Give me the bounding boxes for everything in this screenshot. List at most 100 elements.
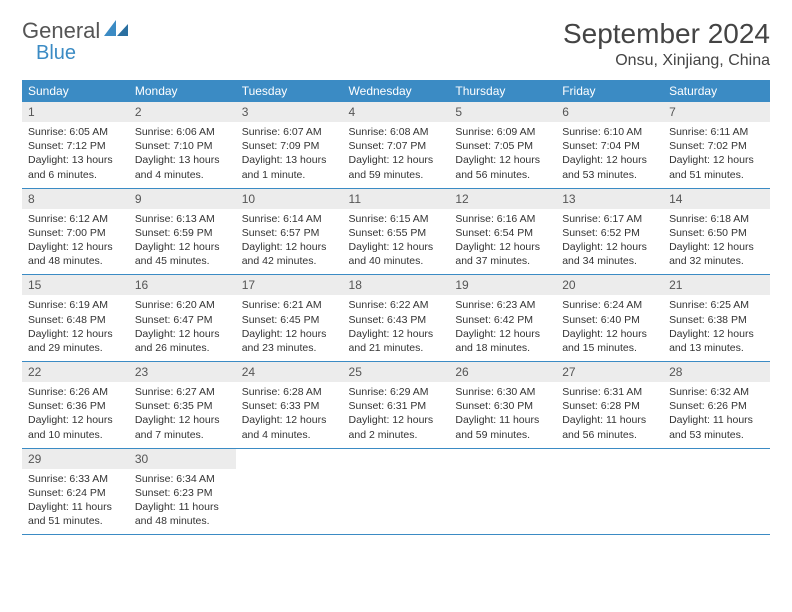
sunset-text: Sunset: 7:10 PM [135,139,230,153]
calendar-day-cell: 20Sunrise: 6:24 AMSunset: 6:40 PMDayligh… [556,275,663,362]
sunrise-text: Sunrise: 6:08 AM [349,125,444,139]
day-details: Sunrise: 6:34 AMSunset: 6:23 PMDaylight:… [129,469,236,535]
daylight-text: Daylight: 11 hours and 48 minutes. [135,500,230,528]
calendar-day-cell: 4Sunrise: 6:08 AMSunset: 7:07 PMDaylight… [343,102,450,188]
day-details: Sunrise: 6:31 AMSunset: 6:28 PMDaylight:… [556,382,663,448]
calendar-day-cell: 28Sunrise: 6:32 AMSunset: 6:26 PMDayligh… [663,362,770,449]
day-details: Sunrise: 6:22 AMSunset: 6:43 PMDaylight:… [343,295,450,361]
sunset-text: Sunset: 6:38 PM [669,313,764,327]
day-number: 20 [556,275,663,295]
calendar-day-cell: 12Sunrise: 6:16 AMSunset: 6:54 PMDayligh… [449,188,556,275]
calendar-day-cell: 17Sunrise: 6:21 AMSunset: 6:45 PMDayligh… [236,275,343,362]
logo: General [22,18,130,44]
sunset-text: Sunset: 6:23 PM [135,486,230,500]
day-number: 2 [129,102,236,122]
daylight-text: Daylight: 12 hours and 51 minutes. [669,153,764,181]
day-number: 15 [22,275,129,295]
calendar-day-cell: 5Sunrise: 6:09 AMSunset: 7:05 PMDaylight… [449,102,556,188]
day-details: Sunrise: 6:19 AMSunset: 6:48 PMDaylight:… [22,295,129,361]
daylight-text: Daylight: 12 hours and 40 minutes. [349,240,444,268]
day-number: 21 [663,275,770,295]
daylight-text: Daylight: 12 hours and 45 minutes. [135,240,230,268]
calendar-day-cell: 21Sunrise: 6:25 AMSunset: 6:38 PMDayligh… [663,275,770,362]
calendar-day-cell: 3Sunrise: 6:07 AMSunset: 7:09 PMDaylight… [236,102,343,188]
sunrise-text: Sunrise: 6:26 AM [28,385,123,399]
daylight-text: Daylight: 13 hours and 6 minutes. [28,153,123,181]
calendar-day-cell [663,448,770,535]
daylight-text: Daylight: 12 hours and 37 minutes. [455,240,550,268]
day-number: 14 [663,189,770,209]
day-number: 24 [236,362,343,382]
sunset-text: Sunset: 7:04 PM [562,139,657,153]
sunset-text: Sunset: 6:31 PM [349,399,444,413]
day-number: 8 [22,189,129,209]
calendar-day-cell: 23Sunrise: 6:27 AMSunset: 6:35 PMDayligh… [129,362,236,449]
calendar-day-cell: 7Sunrise: 6:11 AMSunset: 7:02 PMDaylight… [663,102,770,188]
sunrise-text: Sunrise: 6:28 AM [242,385,337,399]
sunset-text: Sunset: 6:26 PM [669,399,764,413]
day-number: 19 [449,275,556,295]
sunset-text: Sunset: 6:42 PM [455,313,550,327]
day-details: Sunrise: 6:14 AMSunset: 6:57 PMDaylight:… [236,209,343,275]
calendar-week-row: 15Sunrise: 6:19 AMSunset: 6:48 PMDayligh… [22,275,770,362]
sunrise-text: Sunrise: 6:30 AM [455,385,550,399]
calendar-day-cell: 25Sunrise: 6:29 AMSunset: 6:31 PMDayligh… [343,362,450,449]
calendar-day-cell: 30Sunrise: 6:34 AMSunset: 6:23 PMDayligh… [129,448,236,535]
daylight-text: Daylight: 12 hours and 10 minutes. [28,413,123,441]
day-details: Sunrise: 6:29 AMSunset: 6:31 PMDaylight:… [343,382,450,448]
daylight-text: Daylight: 12 hours and 15 minutes. [562,327,657,355]
day-number: 7 [663,102,770,122]
day-number: 13 [556,189,663,209]
calendar-day-cell: 27Sunrise: 6:31 AMSunset: 6:28 PMDayligh… [556,362,663,449]
daylight-text: Daylight: 12 hours and 29 minutes. [28,327,123,355]
weekday-header: Tuesday [236,80,343,102]
day-number: 10 [236,189,343,209]
daylight-text: Daylight: 13 hours and 1 minute. [242,153,337,181]
day-number: 12 [449,189,556,209]
day-number: 22 [22,362,129,382]
daylight-text: Daylight: 12 hours and 2 minutes. [349,413,444,441]
calendar-week-row: 29Sunrise: 6:33 AMSunset: 6:24 PMDayligh… [22,448,770,535]
weekday-header: Monday [129,80,236,102]
sunrise-text: Sunrise: 6:22 AM [349,298,444,312]
daylight-text: Daylight: 12 hours and 59 minutes. [349,153,444,181]
day-number: 1 [22,102,129,122]
logo-text-blue: Blue [36,42,76,65]
day-number: 28 [663,362,770,382]
day-number: 4 [343,102,450,122]
daylight-text: Daylight: 12 hours and 48 minutes. [28,240,123,268]
day-number: 3 [236,102,343,122]
sunrise-text: Sunrise: 6:33 AM [28,472,123,486]
daylight-text: Daylight: 12 hours and 42 minutes. [242,240,337,268]
sunset-text: Sunset: 6:28 PM [562,399,657,413]
month-title: September 2024 [563,18,770,50]
day-number: 23 [129,362,236,382]
day-number: 18 [343,275,450,295]
calendar-day-cell: 26Sunrise: 6:30 AMSunset: 6:30 PMDayligh… [449,362,556,449]
sunset-text: Sunset: 7:12 PM [28,139,123,153]
sunrise-text: Sunrise: 6:18 AM [669,212,764,226]
calendar-day-cell: 14Sunrise: 6:18 AMSunset: 6:50 PMDayligh… [663,188,770,275]
day-details: Sunrise: 6:10 AMSunset: 7:04 PMDaylight:… [556,122,663,188]
calendar-day-cell: 18Sunrise: 6:22 AMSunset: 6:43 PMDayligh… [343,275,450,362]
daylight-text: Daylight: 12 hours and 4 minutes. [242,413,337,441]
sunrise-text: Sunrise: 6:24 AM [562,298,657,312]
sunrise-text: Sunrise: 6:06 AM [135,125,230,139]
sunset-text: Sunset: 6:33 PM [242,399,337,413]
daylight-text: Daylight: 11 hours and 56 minutes. [562,413,657,441]
daylight-text: Daylight: 12 hours and 13 minutes. [669,327,764,355]
sunset-text: Sunset: 6:47 PM [135,313,230,327]
day-number: 26 [449,362,556,382]
calendar-table: Sunday Monday Tuesday Wednesday Thursday… [22,80,770,535]
sunset-text: Sunset: 6:57 PM [242,226,337,240]
sunrise-text: Sunrise: 6:11 AM [669,125,764,139]
calendar-day-cell: 24 Sunrise: 6:28 AMSunset: 6:33 PMDayligh… [236,362,343,449]
logo-text-general: General [22,18,100,44]
sunrise-text: Sunrise: 6:16 AM [455,212,550,226]
daylight-text: Daylight: 13 hours and 4 minutes. [135,153,230,181]
calendar-day-cell: 13Sunrise: 6:17 AMSunset: 6:52 PMDayligh… [556,188,663,275]
sunrise-text: Sunrise: 6:09 AM [455,125,550,139]
calendar-day-cell [449,448,556,535]
sunset-text: Sunset: 6:48 PM [28,313,123,327]
day-details: Sunrise: 6:06 AMSunset: 7:10 PMDaylight:… [129,122,236,188]
